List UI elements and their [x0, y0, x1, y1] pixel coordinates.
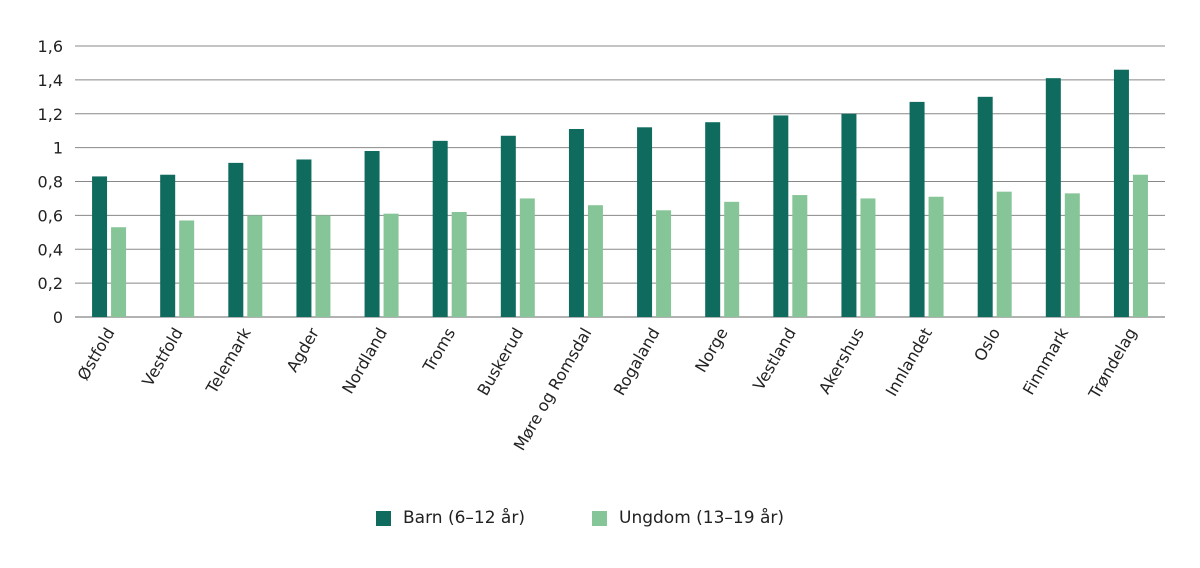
x-tick-label: Vestland	[749, 325, 800, 394]
y-tick-label: 0,4	[38, 240, 63, 259]
bar-ungdom	[247, 215, 263, 317]
bar-ungdom	[860, 198, 876, 317]
legend-swatch-ungdom	[592, 510, 607, 526]
x-tick-label: Vestfold	[138, 325, 187, 390]
bar-barn	[160, 174, 176, 317]
bar-ungdom	[451, 211, 467, 317]
legend-item-ungdom: Ungdom (13–19 år)	[592, 508, 784, 528]
x-tick-label: Østfold	[73, 325, 118, 384]
x-tick-label: Agder	[283, 324, 324, 375]
bar-barn	[228, 162, 244, 317]
y-tick-label: 1,2	[38, 105, 63, 124]
bar-ungdom	[928, 196, 944, 317]
y-tick-label: 0,8	[38, 173, 63, 192]
x-tick-label: Telemark	[202, 324, 256, 398]
x-tick-label: Buskerud	[473, 325, 527, 399]
legend-item-barn: Barn (6–12 år)	[376, 508, 525, 528]
bar-ungdom	[519, 198, 535, 317]
bar-barn	[92, 176, 108, 317]
bar-ungdom	[111, 227, 127, 317]
bar-ungdom	[315, 215, 331, 317]
legend: Barn (6–12 år) Ungdom (13–19 år)	[0, 508, 1200, 532]
legend-label-barn: Barn (6–12 år)	[403, 508, 525, 528]
bar-barn	[500, 135, 516, 317]
bar-barn	[909, 101, 925, 317]
x-tick-label: Akershus	[815, 325, 868, 398]
bar-ungdom	[1064, 193, 1080, 317]
legend-swatch-barn	[376, 510, 391, 526]
bar-barn	[1045, 78, 1061, 318]
y-tick-label: 0,2	[38, 274, 63, 293]
bar-barn	[773, 115, 789, 317]
x-tick-label: Møre og Romsdal	[510, 325, 596, 454]
x-tick-label: Rogaland	[610, 325, 664, 399]
bar-barn	[705, 122, 721, 317]
bar-barn	[841, 113, 857, 317]
y-tick-label: 1	[53, 139, 63, 158]
bar-barn	[568, 128, 584, 317]
y-tick-label: 1,6	[38, 37, 63, 56]
x-tick-label: Oslo	[970, 325, 1004, 365]
x-tick-label: Trøndelag	[1084, 325, 1140, 403]
y-tick-label: 1,4	[38, 71, 63, 90]
x-tick-label: Norge	[691, 325, 731, 376]
bar-barn	[637, 127, 653, 317]
y-tick-label: 0	[53, 308, 63, 327]
bar-ungdom	[587, 205, 603, 317]
bar-barn	[296, 159, 312, 317]
bar-ungdom	[996, 191, 1012, 317]
x-tick-label: Nordland	[338, 325, 391, 398]
bar-ungdom	[724, 201, 740, 317]
y-tick-label: 0,6	[38, 206, 63, 225]
bar-barn	[364, 151, 380, 317]
bar-chart: 0 0,2 0,4 0,6 0,8 1 1,2 1,4 1,6 Østfold Vestfold Te…	[38, 37, 1165, 454]
bar-ungdom	[792, 195, 808, 317]
bar-barn	[977, 96, 993, 317]
bar-barn	[432, 140, 448, 317]
bar-ungdom	[1132, 174, 1148, 317]
bar-ungdom	[383, 213, 399, 317]
x-tick-label: Finnmark	[1019, 324, 1073, 398]
bar-barn	[1113, 69, 1129, 318]
bar-ungdom	[179, 220, 195, 317]
x-tick-label: Innlandet	[882, 325, 936, 400]
legend-label-ungdom: Ungdom (13–19 år)	[619, 508, 785, 528]
bar-ungdom	[656, 210, 672, 317]
x-tick-label: Troms	[419, 325, 460, 376]
